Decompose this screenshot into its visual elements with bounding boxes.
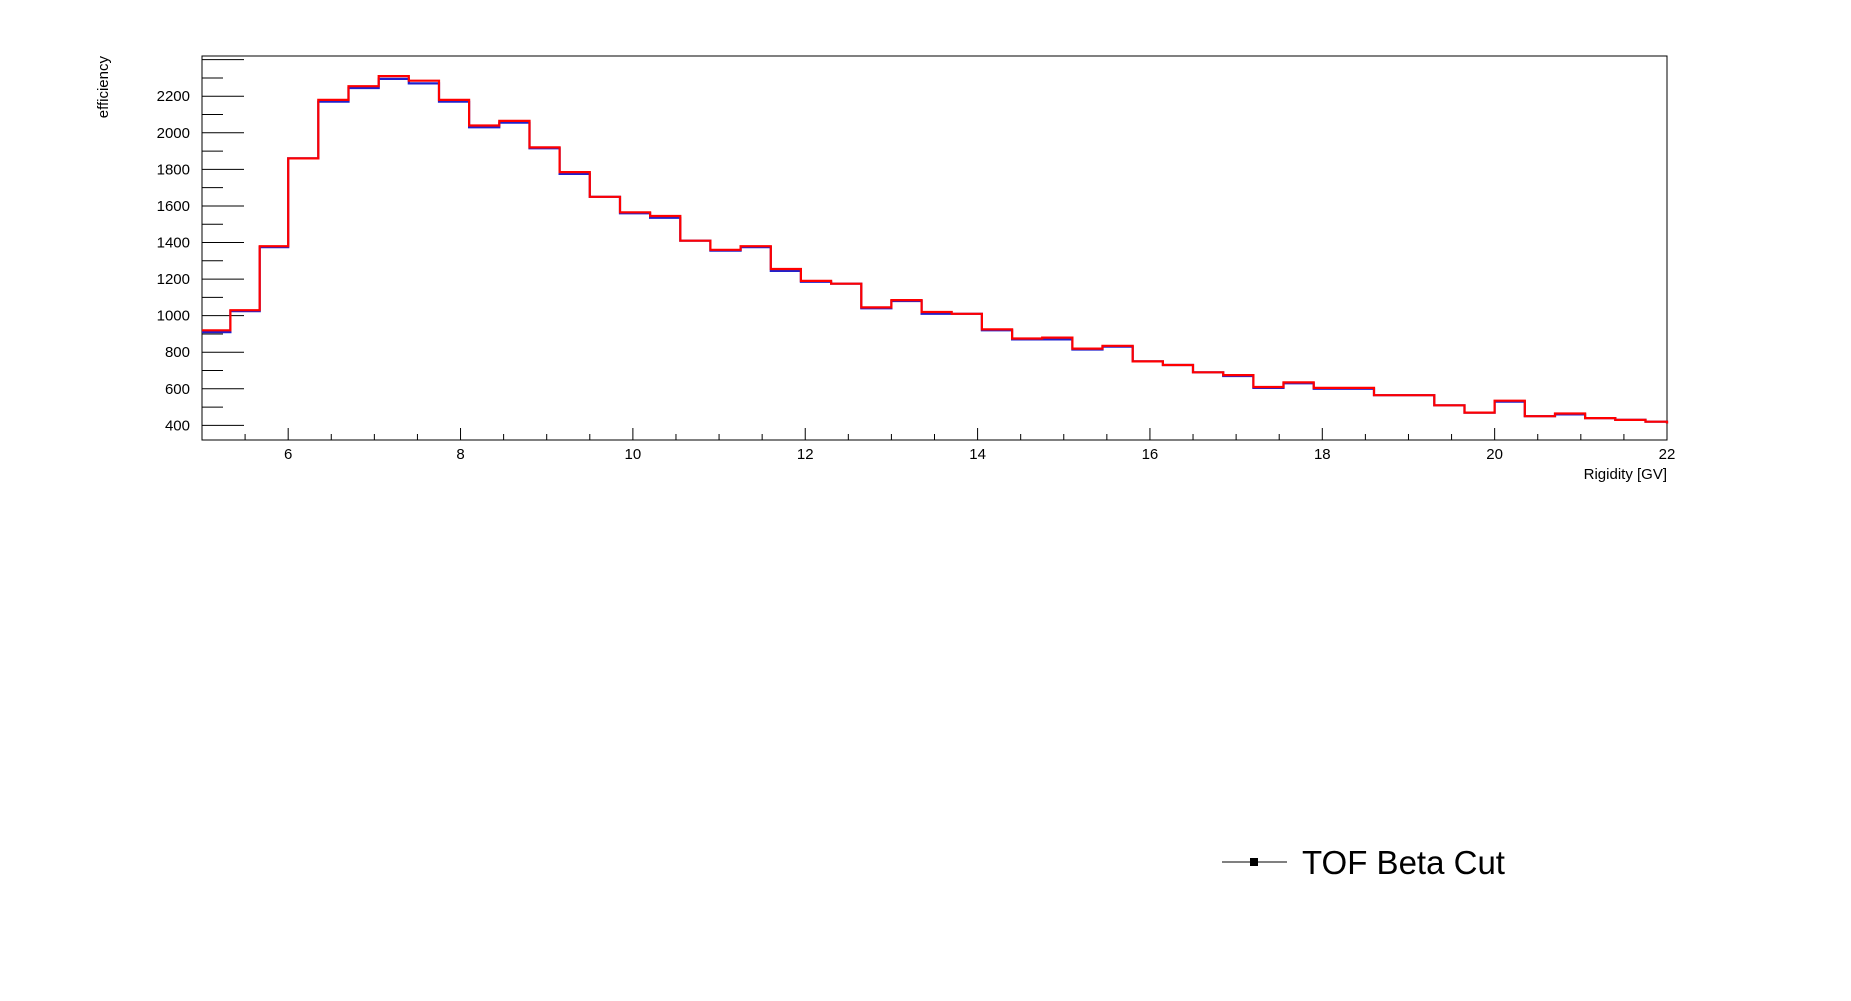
y-tick-label: 1400 bbox=[157, 235, 190, 252]
legend: TOF Beta Cut bbox=[1222, 844, 1505, 881]
x-tick-label: 8 bbox=[456, 446, 464, 463]
y-tick-label: 1200 bbox=[157, 271, 190, 288]
legend-entry-label: TOF Beta Cut bbox=[1302, 844, 1505, 881]
y-tick-label: 800 bbox=[165, 344, 190, 361]
x-tick-label: 16 bbox=[1142, 446, 1159, 463]
x-tick-label: 10 bbox=[625, 446, 642, 463]
y-tick-label: 1600 bbox=[157, 198, 190, 215]
x-tick-label: 20 bbox=[1486, 446, 1503, 463]
y-axis: 400 600 800 1000 1200 1400 1600 1800 2000 2200 bbox=[157, 59, 244, 434]
y-axis-label: efficiency bbox=[95, 56, 112, 119]
y-tick-label: 1800 bbox=[157, 161, 190, 178]
legend-square-marker bbox=[1250, 858, 1258, 866]
y-tick-label: 2200 bbox=[157, 88, 190, 105]
y-tick-label: 1000 bbox=[157, 308, 190, 325]
x-tick-label: 22 bbox=[1659, 446, 1676, 463]
y-tick-label: 600 bbox=[165, 381, 190, 398]
x-axis: 6 8 10 12 14 16 18 20 22 bbox=[201, 428, 1676, 463]
series-layer bbox=[202, 75, 1669, 424]
x-tick-label: 18 bbox=[1314, 446, 1331, 463]
x-axis-label: Rigidity [GV] bbox=[1584, 466, 1667, 483]
series-step-line-red bbox=[202, 75, 1669, 424]
x-tick-label: 14 bbox=[969, 446, 986, 463]
y-tick-label: 400 bbox=[165, 417, 190, 434]
y-tick-label: 2000 bbox=[157, 125, 190, 142]
x-tick-label: 12 bbox=[797, 446, 814, 463]
x-tick-label: 6 bbox=[284, 446, 292, 463]
